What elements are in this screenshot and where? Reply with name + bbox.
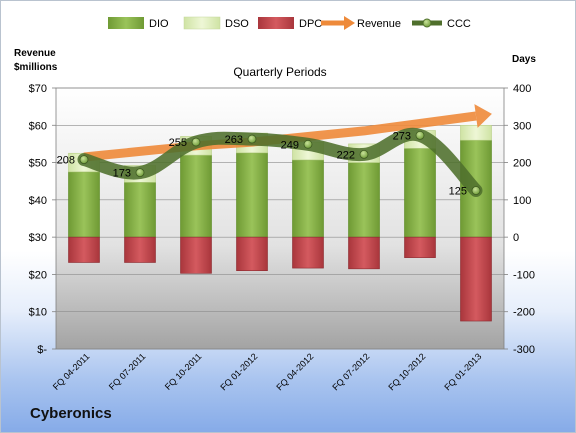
legend: DIO DSO DPO Revenue CCC (108, 16, 471, 30)
ccc-data-label-4: 249 (281, 139, 299, 151)
dpo-bar-6 (404, 236, 436, 258)
dio-bar-6 (404, 148, 436, 238)
ccc-data-label-1: 173 (113, 168, 131, 180)
ccc-data-label-3: 263 (225, 134, 243, 146)
ccc-data-label-6: 273 (393, 130, 411, 142)
left-tick-label-5: $50 (29, 158, 47, 170)
plot-area (55, 87, 505, 350)
dio-bar-4 (292, 159, 324, 238)
legend-ccc-label: CCC (447, 18, 471, 30)
left-tick-label-1: $10 (29, 307, 47, 319)
dpo-bar-3 (236, 236, 268, 271)
chart-title: Quarterly Periods (233, 65, 326, 79)
x-tick-label-3: FQ 01-2012 (218, 351, 259, 392)
ccc-data-label-0: 208 (57, 155, 75, 167)
right-tick-label-7: 400 (513, 83, 531, 95)
ccc-marker-5 (359, 149, 369, 159)
x-tick-label-2: FQ 10-2011 (163, 351, 204, 392)
right-tick-label-2: -100 (513, 269, 535, 281)
x-tick-label-5: FQ 07-2012 (330, 351, 371, 392)
left-tick-label-3: $30 (29, 232, 47, 244)
dio-bar-2 (180, 154, 212, 238)
right-tick-label-1: -200 (513, 307, 535, 319)
ccc-marker-7 (471, 186, 481, 195)
legend-dso-label: DSO (225, 18, 249, 30)
ccc-marker-1 (135, 168, 145, 178)
x-tick-label-6: FQ 10-2012 (386, 351, 427, 392)
dio-bar-3 (236, 152, 268, 238)
dio-bar-0 (68, 171, 100, 238)
legend-dio-label: DIO (149, 18, 169, 30)
dpo-bar-2 (180, 236, 212, 274)
ccc-data-label-2: 255 (169, 137, 187, 149)
ccc-marker-2 (191, 137, 201, 147)
left-axis-label-line2: $millions (14, 62, 58, 73)
dpo-bar-7 (460, 236, 492, 322)
right-tick-label-0: -300 (513, 344, 535, 356)
ccc-data-label-7: 125 (449, 186, 467, 198)
legend-dso-swatch (183, 16, 221, 30)
ccc-marker-6 (415, 130, 425, 140)
ccc-marker-0 (79, 155, 89, 164)
dso-bar-7 (460, 124, 492, 141)
left-tick-label-6: $60 (29, 120, 47, 132)
revenue-arrowhead (474, 104, 492, 128)
x-tick-label-1: FQ 07-2011 (107, 351, 148, 392)
legend-ccc-marker (422, 18, 432, 28)
left-tick-label-0: $- (37, 344, 47, 356)
right-tick-label-3: 0 (513, 232, 519, 244)
dio-bar-5 (348, 162, 380, 238)
company-name: Cyberonics (30, 405, 112, 422)
legend-revenue-label: Revenue (357, 18, 401, 30)
ccc-marker-3 (247, 134, 257, 144)
ccc-line-group: 208 173 255 263 249 222 273 125 (57, 127, 483, 198)
right-tick-label-4: 100 (513, 195, 531, 207)
dpo-bar-5 (348, 236, 380, 270)
right-axis-label: Days (512, 54, 536, 65)
legend-revenue-arrowhead (344, 16, 355, 30)
left-tick-label-2: $20 (29, 269, 47, 281)
legend-dio-swatch (108, 17, 144, 29)
ccc-marker-4 (303, 139, 313, 149)
right-tick-label-6: 300 (513, 120, 531, 132)
ccc-data-label-5: 222 (337, 149, 355, 161)
dpo-bar-4 (292, 236, 324, 269)
x-tick-label-7: FQ 01-2013 (442, 351, 483, 392)
dpo-bar-0 (68, 236, 100, 263)
dpo-bar-1 (124, 236, 156, 263)
left-tick-label-4: $40 (29, 195, 47, 207)
x-tick-label-4: FQ 04-2012 (274, 351, 315, 392)
x-tick-label-0: FQ 04-2011 (51, 351, 92, 392)
right-tick-label-5: 200 (513, 158, 531, 170)
left-axis-label-line1: Revenue (14, 48, 56, 59)
legend-dpo-label: DPO (299, 18, 323, 30)
left-tick-label-7: $70 (29, 83, 47, 95)
legend-dpo-swatch (258, 17, 294, 29)
dio-bar-1 (124, 182, 156, 238)
